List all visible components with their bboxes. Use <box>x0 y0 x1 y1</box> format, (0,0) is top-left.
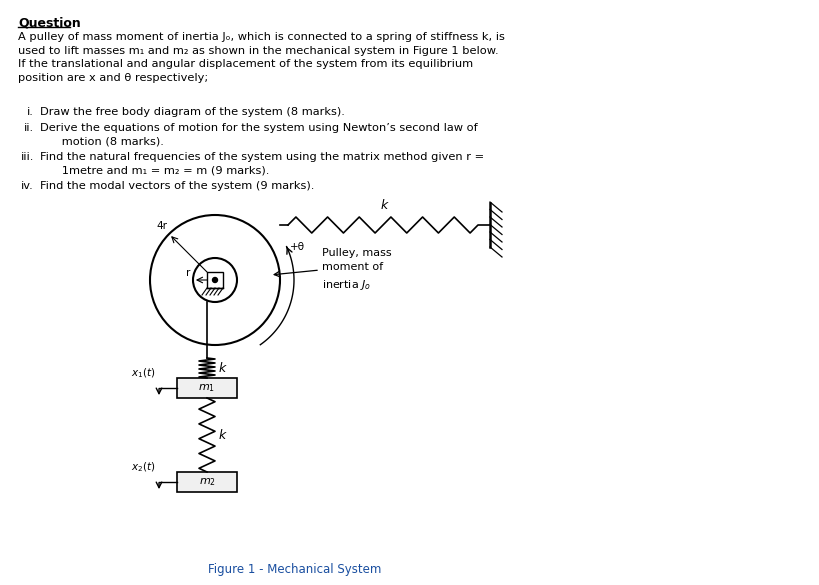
Text: Draw the free body diagram of the system (8 marks).: Draw the free body diagram of the system… <box>40 107 345 117</box>
Text: $k$: $k$ <box>218 428 228 442</box>
Bar <box>177 378 237 398</box>
Text: Question: Question <box>18 16 81 29</box>
Text: $k$: $k$ <box>380 198 390 212</box>
Text: 4r: 4r <box>156 221 167 231</box>
Text: Find the natural frequencies of the system using the matrix method given r =
   : Find the natural frequencies of the syst… <box>40 152 484 175</box>
Text: +θ: +θ <box>290 242 305 252</box>
Text: Find the modal vectors of the system (9 marks).: Find the modal vectors of the system (9 … <box>40 181 314 191</box>
Text: r: r <box>186 268 190 278</box>
Text: $x_1(t)$: $x_1(t)$ <box>131 366 156 380</box>
Text: Figure 1 - Mechanical System: Figure 1 - Mechanical System <box>208 563 382 576</box>
Text: $x_2(t)$: $x_2(t)$ <box>131 460 156 474</box>
Text: $k$: $k$ <box>218 361 228 375</box>
Text: A pulley of mass moment of inertia Jₒ, which is connected to a spring of stiffne: A pulley of mass moment of inertia Jₒ, w… <box>18 32 505 83</box>
Text: Pulley, mass
moment of
inertia $J_o$: Pulley, mass moment of inertia $J_o$ <box>322 249 391 291</box>
Text: $m_2$: $m_2$ <box>198 476 215 488</box>
Bar <box>207 272 223 288</box>
Bar <box>177 472 237 492</box>
Text: i.: i. <box>27 107 34 117</box>
Text: Derive the equations of motion for the system using Newton’s second law of
     : Derive the equations of motion for the s… <box>40 123 477 146</box>
Text: ii.: ii. <box>24 123 34 133</box>
Circle shape <box>212 277 218 283</box>
Text: iv.: iv. <box>21 181 34 191</box>
Text: iii.: iii. <box>20 152 34 162</box>
Text: $m_1$: $m_1$ <box>198 382 215 394</box>
